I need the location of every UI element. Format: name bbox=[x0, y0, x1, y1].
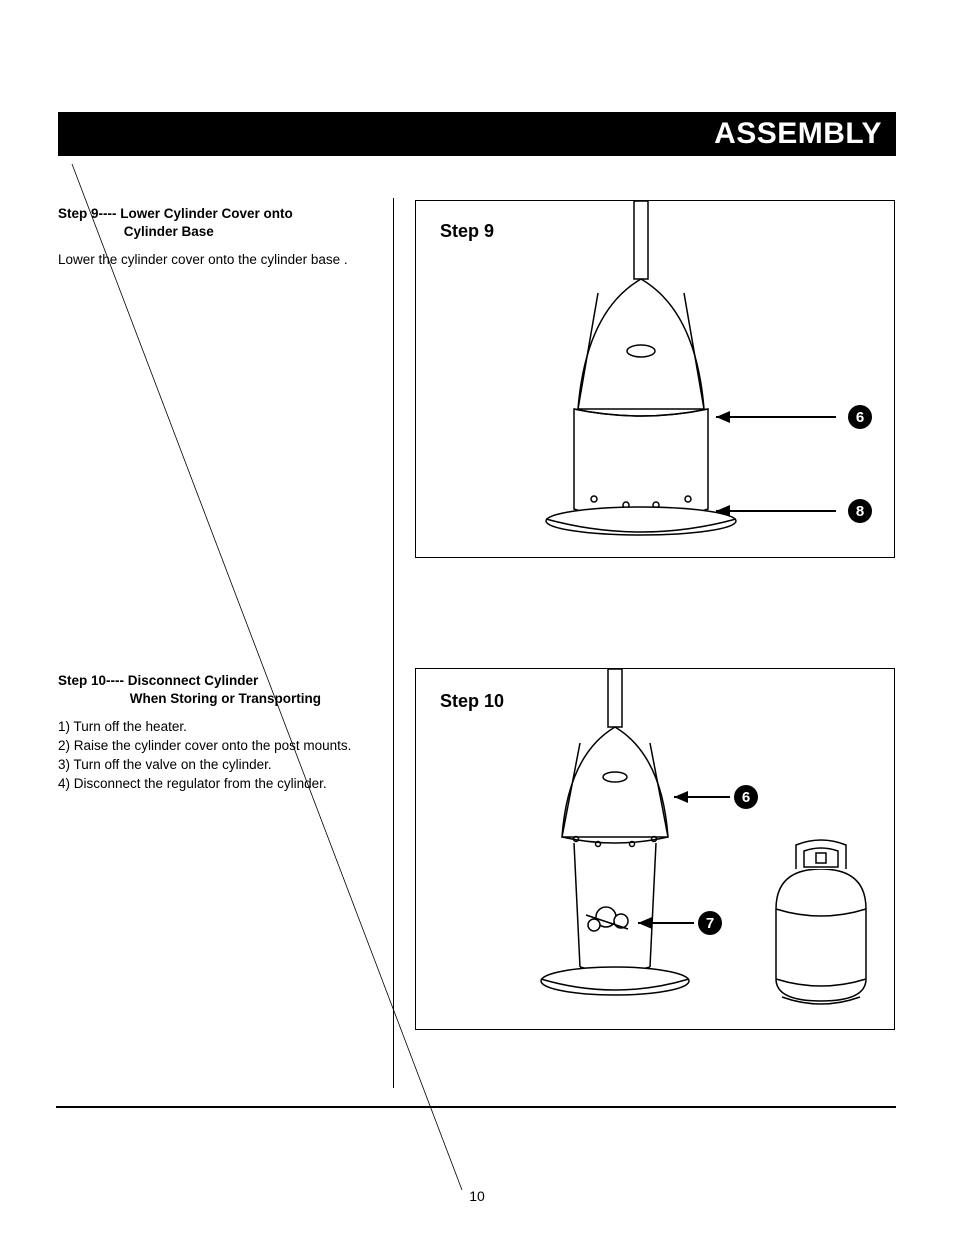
step10-fig-label: Step 10 bbox=[440, 691, 504, 712]
step10-line-1: 1) Turn off the heater. bbox=[58, 718, 398, 737]
diagonal-line bbox=[0, 0, 954, 1235]
step9-figure: Step 9 6 8 bbox=[415, 200, 895, 558]
step10-body: 1) Turn off the heater. 2) Raise the cyl… bbox=[58, 718, 398, 794]
section-title: ASSEMBLY bbox=[714, 117, 882, 151]
step9-prefix: Step 9---- bbox=[58, 206, 117, 221]
step9-fig-label: Step 9 bbox=[440, 221, 494, 242]
callout-6: 6 bbox=[848, 405, 872, 429]
step10-text: Step 10---- Disconnect Cylinder When Sto… bbox=[58, 672, 398, 794]
step10-line-4: 4) Disconnect the regulator from the cyl… bbox=[58, 775, 398, 794]
step10-title-1: Disconnect Cylinder bbox=[128, 673, 259, 688]
vertical-divider bbox=[393, 198, 394, 1088]
bottom-rule bbox=[56, 1106, 896, 1108]
page-number: 10 bbox=[0, 1188, 954, 1204]
step10-heading: Step 10---- Disconnect Cylinder When Sto… bbox=[58, 672, 398, 708]
step9-body: Lower the cylinder cover onto the cylind… bbox=[58, 251, 398, 270]
step10-line-3: 3) Turn off the valve on the cylinder. bbox=[58, 756, 398, 775]
step9-title-1: Lower Cylinder Cover onto bbox=[120, 206, 293, 221]
step9-text: Step 9---- Lower Cylinder Cover onto Cyl… bbox=[58, 205, 398, 270]
step9-heading: Step 9---- Lower Cylinder Cover onto Cyl… bbox=[58, 205, 398, 241]
step10-illustration bbox=[416, 669, 896, 1031]
step10-prefix: Step 10---- bbox=[58, 673, 124, 688]
callout-6b: 6 bbox=[734, 785, 758, 809]
callout-8: 8 bbox=[848, 499, 872, 523]
step10-line-2: 2) Raise the cylinder cover onto the pos… bbox=[58, 737, 398, 756]
step10-title-2: When Storing or Transporting bbox=[130, 691, 321, 706]
step10-figure: Step 10 bbox=[415, 668, 895, 1030]
callout-7: 7 bbox=[698, 911, 722, 935]
section-header: ASSEMBLY bbox=[58, 112, 896, 156]
step9-illustration bbox=[416, 201, 896, 559]
step9-title-2: Cylinder Base bbox=[124, 224, 214, 239]
